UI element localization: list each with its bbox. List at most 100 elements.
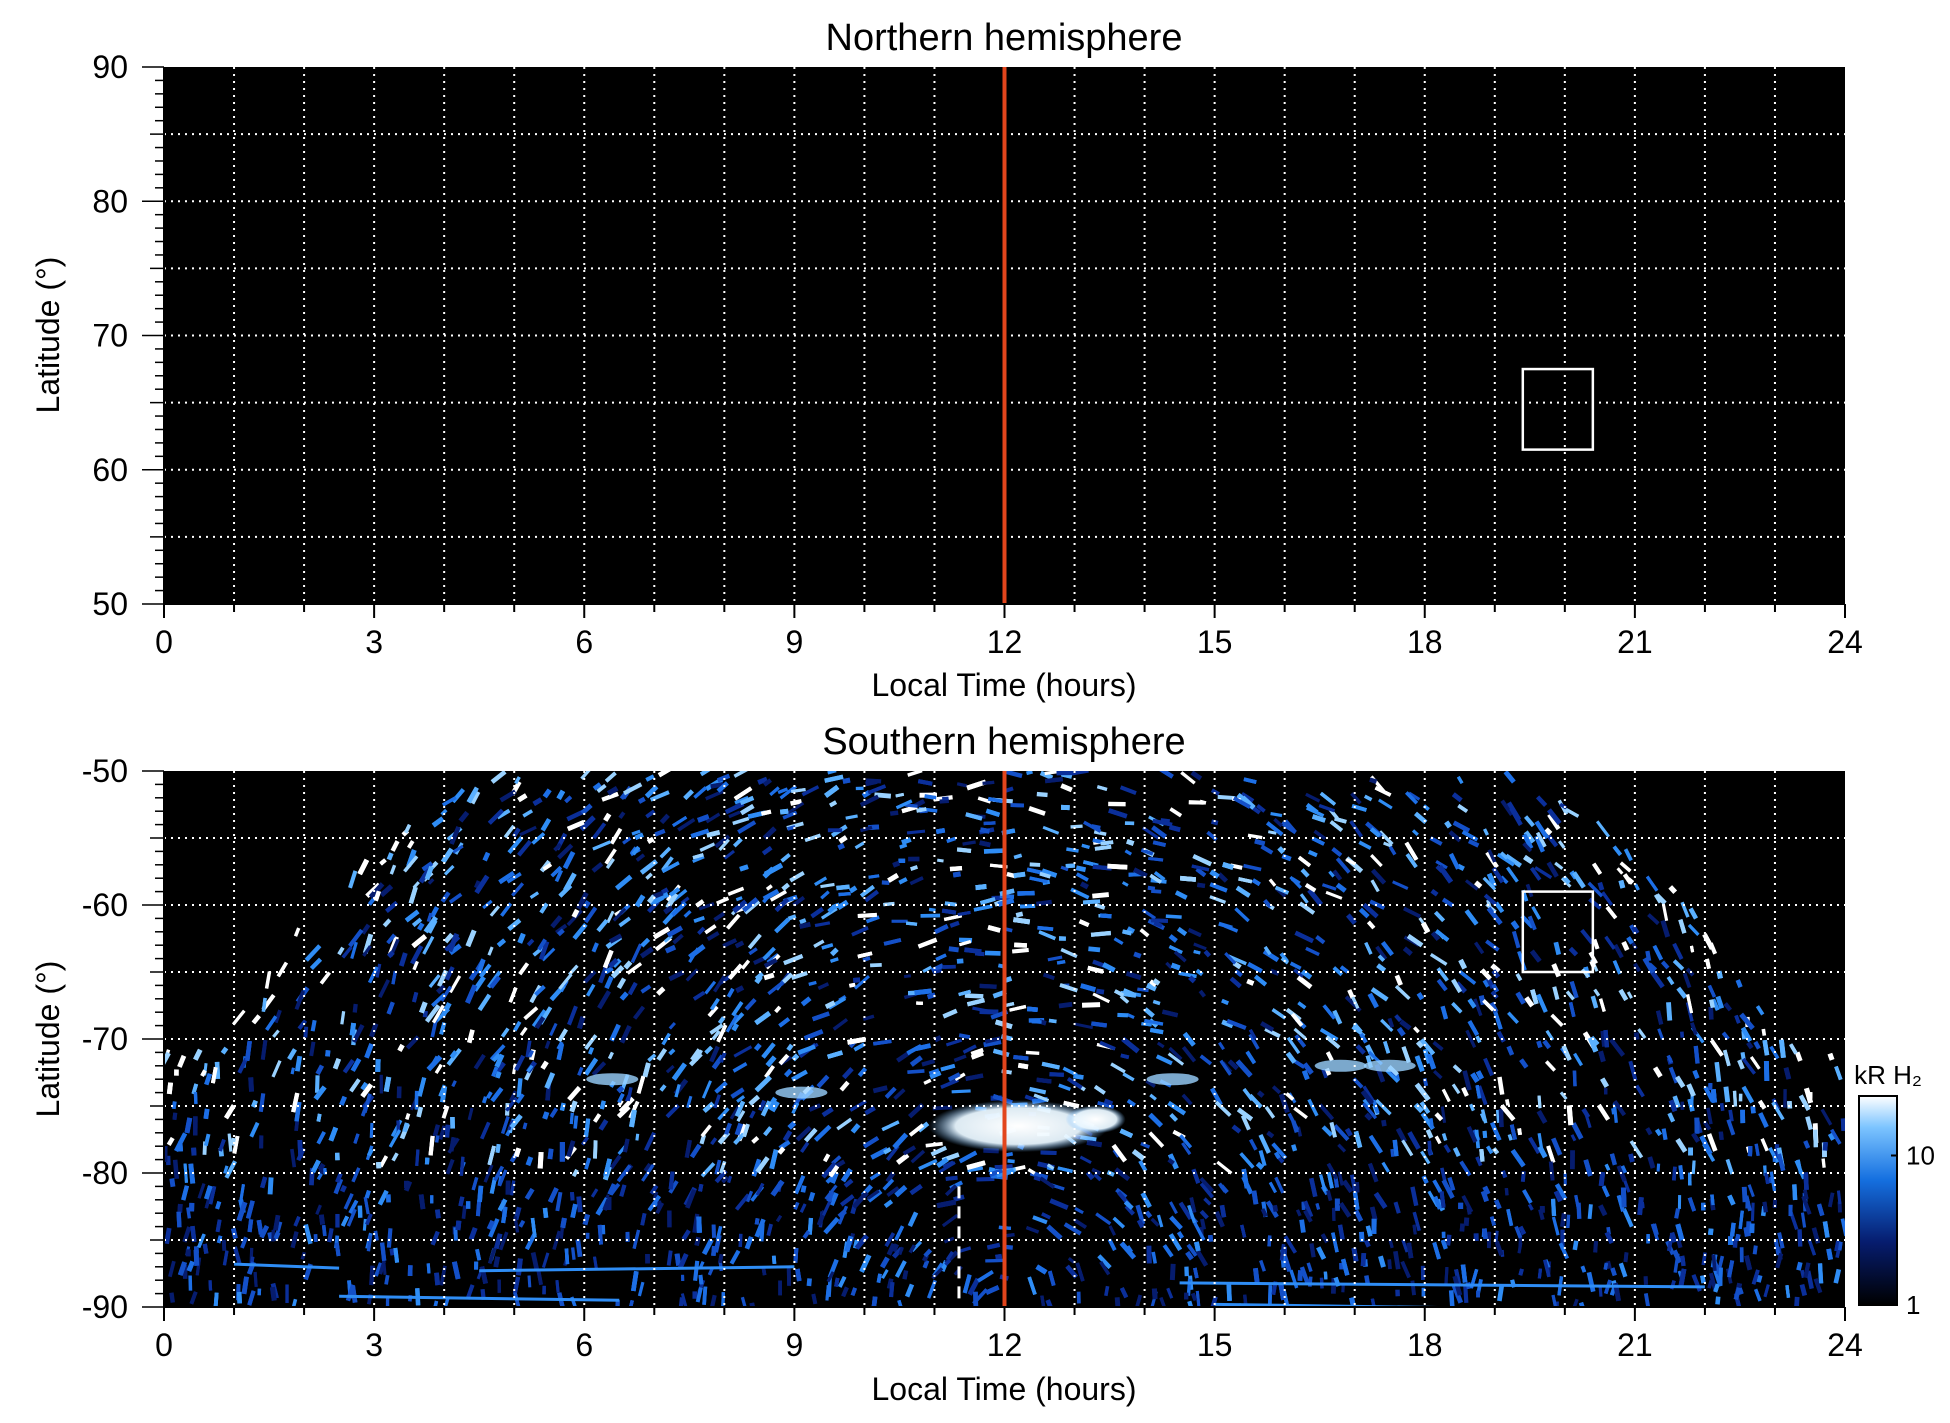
emission-streak [567, 1085, 582, 1102]
emission-streak [348, 870, 358, 889]
emission-streak [1256, 1090, 1265, 1098]
emission-streak [1217, 794, 1236, 801]
emission-streak [297, 1019, 308, 1031]
emission-streak [1151, 1251, 1157, 1264]
emission-streak [1707, 1279, 1714, 1289]
emission-streak [1045, 1299, 1054, 1307]
emission-streak [221, 1239, 227, 1251]
emission-streak [1680, 1031, 1685, 1038]
emission-streak [1218, 921, 1233, 930]
colorbar: kR H₂ 110 [1854, 1060, 1935, 1320]
emission-streak [489, 1044, 506, 1061]
emission-streak [1147, 885, 1156, 891]
emission-streak [382, 918, 392, 928]
emission-streak [1210, 1296, 1218, 1307]
emission-streak [918, 1158, 938, 1171]
emission-streak [881, 1269, 889, 1279]
emission-streak [1369, 899, 1386, 910]
emission-streak [1718, 1131, 1724, 1141]
emission-streak [1476, 1278, 1483, 1295]
emission-streak [903, 974, 912, 979]
emission-streak [985, 1258, 1004, 1263]
emission-streak [1429, 953, 1448, 966]
emission-streak [598, 1119, 609, 1131]
x-tick-label: 12 [987, 1327, 1023, 1363]
emission-streak [1049, 1072, 1064, 1077]
emission-streak [519, 825, 537, 837]
emission-streak [920, 913, 941, 918]
emission-streak [853, 975, 870, 990]
emission-streak [926, 1279, 937, 1299]
emission-streak [730, 1087, 745, 1099]
emission-streak [1551, 1216, 1560, 1236]
emission-streak [1358, 1231, 1365, 1242]
emission-streak [1462, 1070, 1472, 1091]
emission-streak [1036, 791, 1048, 798]
emission-streak [1190, 771, 1203, 781]
emission-streak [1522, 1189, 1533, 1204]
emission-streak [1523, 815, 1535, 828]
emission-streak [294, 1055, 303, 1072]
emission-streak [182, 1226, 192, 1243]
emission-patch [1363, 1059, 1416, 1072]
emission-streak [1007, 1159, 1015, 1164]
emission-streak [735, 985, 745, 994]
x-tick-label: 6 [575, 1327, 593, 1363]
emission-streak [185, 1249, 191, 1257]
emission-streak [910, 1149, 926, 1164]
emission-streak [855, 786, 864, 791]
emission-streak [1645, 1127, 1653, 1136]
emission-streak [617, 1099, 624, 1107]
emission-streak [1840, 1118, 1845, 1132]
emission-streak [1621, 940, 1630, 951]
emission-streak [1026, 771, 1033, 776]
emission-streak [1657, 1028, 1665, 1040]
emission-streak [1420, 1265, 1425, 1280]
emission-streak [257, 1288, 262, 1296]
emission-streak [1752, 1245, 1758, 1255]
emission-streak [1777, 1232, 1785, 1249]
emission-streak [220, 1046, 229, 1055]
x-axis-north: 0 3 6 9 12 15 18 21 24 [155, 603, 1863, 660]
emission-streak [1572, 1070, 1577, 1087]
y-tick-label: -50 [82, 753, 128, 789]
emission-streak [1741, 1085, 1755, 1104]
emission-streak [1042, 972, 1055, 981]
emission-streak [444, 1124, 451, 1138]
emission-streak [1682, 972, 1692, 989]
emission-streak [1593, 1240, 1598, 1253]
emission-streak [635, 1133, 640, 1141]
emission-streak [882, 1178, 895, 1191]
emission-streak [518, 1219, 526, 1228]
emission-streak [1637, 1028, 1647, 1040]
emission-streak [530, 1252, 540, 1270]
emission-streak [1628, 1060, 1638, 1081]
emission-streak [932, 1105, 953, 1111]
emission-streak [1643, 1293, 1652, 1307]
emission-streak [1390, 1148, 1395, 1157]
emission-streak [285, 1284, 289, 1303]
emission-streak [1217, 872, 1229, 883]
emission-streak [1138, 1159, 1148, 1172]
emission-streak [1125, 971, 1142, 981]
emission-streak [562, 850, 576, 870]
emission-streak [1474, 880, 1483, 889]
emission-streak [1306, 1262, 1313, 1273]
emission-streak [1074, 1206, 1084, 1215]
emission-streak [1198, 989, 1207, 998]
x-tick-label: 6 [575, 624, 593, 660]
emission-streak [389, 864, 397, 875]
emission-streak [193, 1249, 200, 1266]
emission-streak [723, 849, 735, 860]
emission-patch [1314, 1059, 1367, 1072]
emission-streak [1264, 1105, 1276, 1119]
emission-streak [1787, 1100, 1793, 1109]
emission-streak [656, 986, 666, 996]
emission-streak [764, 1064, 776, 1079]
emission-streak [852, 977, 861, 983]
emission-streak [1268, 878, 1277, 887]
emission-streak [315, 1064, 325, 1076]
emission-streak [1750, 1106, 1756, 1114]
emission-streak [1559, 1212, 1567, 1228]
